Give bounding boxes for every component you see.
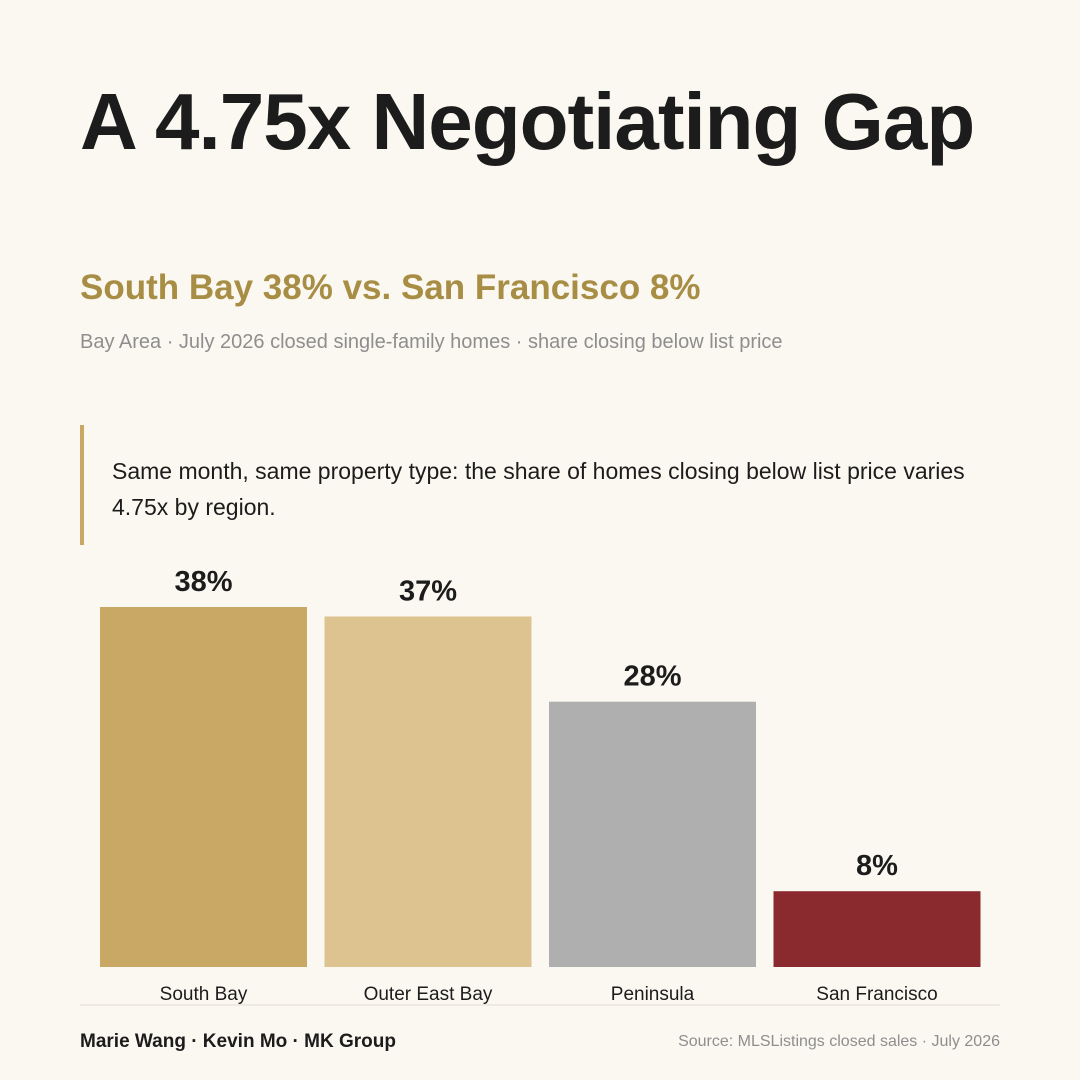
callout-quote: Same month, same property type: the shar… <box>80 425 980 545</box>
bar-san-francisco <box>773 891 981 967</box>
value-label-peninsula: 28% <box>623 661 681 693</box>
callout-text: Same month, same property type: the shar… <box>112 458 965 520</box>
page-subtitle: South Bay 38% vs. San Francisco 8% <box>80 268 701 307</box>
category-label-peninsula: Peninsula <box>611 984 695 1005</box>
category-label-south-bay: South Bay <box>160 984 248 1005</box>
bar-peninsula <box>549 701 756 967</box>
source-note: Source: MLSListings closed sales · July … <box>678 1033 1000 1050</box>
category-label-san-francisco: San Francisco <box>816 984 937 1005</box>
bar-outer-east-bay <box>324 616 532 967</box>
value-label-san-francisco: 8% <box>856 850 898 882</box>
page-title: A 4.75x Negotiating Gap <box>80 77 975 166</box>
category-label-outer-east-bay: Outer East Bay <box>364 984 493 1005</box>
value-label-outer-east-bay: 37% <box>399 575 457 607</box>
author-credits: Marie Wang · Kevin Mo · MK Group <box>80 1031 396 1052</box>
value-label-south-bay: 38% <box>174 566 232 598</box>
bar-south-bay <box>100 607 307 967</box>
chart-description: Bay Area · July 2026 closed single-famil… <box>80 331 783 353</box>
